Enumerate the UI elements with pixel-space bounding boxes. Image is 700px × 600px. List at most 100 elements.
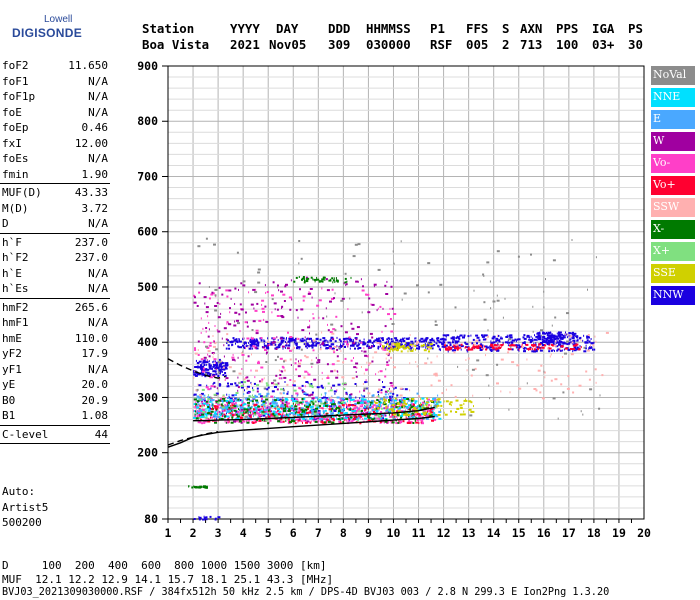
echo-point — [248, 342, 250, 344]
echo-point — [295, 342, 298, 345]
echo-point — [314, 410, 317, 412]
echo-point — [306, 420, 309, 423]
echo-point — [289, 349, 292, 352]
echo-point — [392, 348, 394, 351]
echo-point — [312, 411, 316, 413]
echo-point — [550, 353, 552, 356]
echo-point — [455, 347, 457, 350]
echo-point — [333, 277, 335, 280]
echo-point — [218, 378, 220, 381]
echo-point — [323, 421, 326, 424]
echo-point — [302, 401, 305, 404]
echo-point — [349, 419, 351, 422]
echo-point — [307, 292, 311, 295]
echo-point — [327, 340, 329, 343]
echo-point — [219, 365, 223, 368]
echo-point — [206, 486, 208, 489]
echo-point — [372, 404, 376, 407]
echo-point — [495, 346, 497, 349]
echo-point — [362, 383, 364, 385]
echo-point — [361, 311, 363, 314]
echo-point — [331, 363, 335, 366]
echo-point — [288, 413, 290, 415]
echo-point — [419, 413, 421, 416]
echo-point — [320, 421, 324, 424]
echo-point — [388, 337, 390, 340]
echo-point — [431, 419, 434, 422]
echo-point — [301, 413, 305, 416]
echo-point — [412, 417, 415, 420]
echo-point — [427, 341, 431, 344]
echo-point — [300, 340, 304, 342]
header-label-0: Station — [142, 21, 195, 36]
echo-point — [197, 349, 199, 351]
echo-point — [388, 413, 390, 416]
echo-point — [304, 410, 306, 413]
echo-point — [257, 271, 261, 274]
echo-point — [538, 343, 540, 346]
echo-point — [294, 408, 298, 411]
echo-point — [303, 339, 306, 342]
echo-point — [212, 373, 216, 376]
echo-point — [433, 414, 436, 417]
echo-point — [533, 342, 535, 345]
echo-point — [311, 397, 315, 400]
echo-point — [205, 402, 209, 405]
echo-point — [321, 417, 324, 420]
echo-point — [489, 348, 491, 351]
echo-point — [267, 417, 271, 420]
echo-point — [306, 418, 308, 421]
echo-point — [292, 384, 293, 387]
echo-point — [572, 391, 575, 394]
echo-point — [325, 347, 329, 349]
echo-point — [588, 340, 591, 343]
echo-point — [315, 342, 318, 345]
echo-point — [268, 409, 272, 412]
echo-point — [261, 378, 264, 381]
echo-point — [204, 419, 206, 422]
echo-point — [306, 405, 308, 407]
echo-point — [401, 397, 403, 400]
echo-point — [362, 413, 365, 415]
echo-point — [296, 345, 298, 348]
echo-point — [260, 413, 263, 416]
echo-point — [568, 332, 572, 335]
echo-point — [360, 278, 362, 281]
echo-point — [282, 396, 284, 399]
echo-point — [496, 382, 499, 385]
echo-point — [206, 407, 210, 410]
echo-point — [287, 390, 289, 393]
echo-point — [407, 347, 410, 350]
echo-point — [222, 404, 224, 407]
echo-point — [535, 389, 538, 392]
echo-point — [341, 297, 345, 300]
echo-point — [265, 291, 267, 294]
echo-point — [199, 404, 201, 407]
echo-point — [473, 344, 476, 347]
echo-point — [331, 288, 334, 291]
echo-point — [248, 395, 252, 398]
echo-point — [342, 421, 345, 424]
echo-point — [268, 413, 271, 416]
echo-point — [311, 365, 313, 368]
echo-point — [605, 331, 609, 334]
echo-point — [317, 399, 319, 402]
echo-point — [587, 348, 589, 351]
header-label-7: S — [502, 21, 510, 36]
echo-point — [553, 339, 555, 342]
echo-point — [393, 347, 395, 350]
echo-point — [326, 406, 328, 408]
echo-point — [247, 410, 251, 413]
echo-point — [325, 418, 329, 421]
echo-point — [367, 407, 369, 410]
echo-point — [394, 398, 398, 401]
echo-point — [251, 341, 253, 344]
echo-point — [304, 336, 306, 339]
echo-point — [377, 307, 379, 310]
echo-point — [372, 410, 375, 413]
echo-point — [331, 332, 335, 335]
echo-point — [236, 341, 239, 344]
echo-point — [226, 401, 228, 404]
echo-point — [219, 417, 221, 420]
echo-point — [204, 411, 207, 413]
